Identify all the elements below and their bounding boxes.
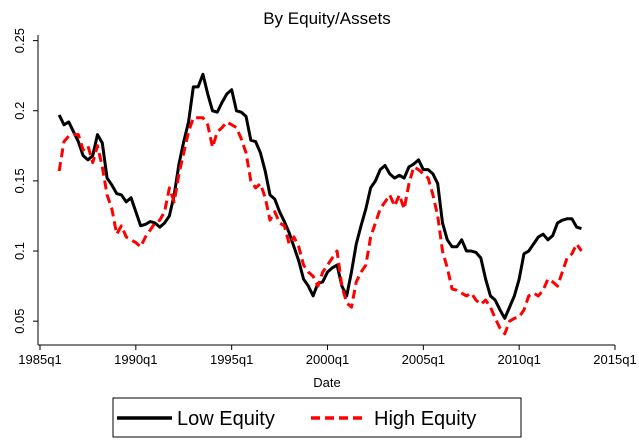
x-axis-label: Date [313, 375, 340, 390]
legend-label: High Equity [374, 408, 476, 430]
y-tick-label: 0.1 [12, 242, 27, 260]
chart-title: By Equity/Assets [263, 9, 391, 28]
x-tick-label: 1995q1 [210, 352, 253, 367]
x-tick-label: 2015q1 [593, 352, 636, 367]
x-tick-label: 1985q1 [18, 352, 61, 367]
series-line [57, 116, 583, 336]
y-tick-label: 0.05 [12, 308, 27, 333]
x-tick-label: 1990q1 [114, 352, 157, 367]
x-tick-label: 2005q1 [402, 352, 445, 367]
y-tick-label: 0.25 [12, 28, 27, 53]
y-tick-label: 0.2 [12, 102, 27, 120]
x-tick-label: 2000q1 [306, 352, 349, 367]
y-tick-label: 0.15 [12, 168, 27, 193]
legend-label: Low Equity [177, 408, 275, 430]
x-tick-label: 2010q1 [497, 352, 540, 367]
